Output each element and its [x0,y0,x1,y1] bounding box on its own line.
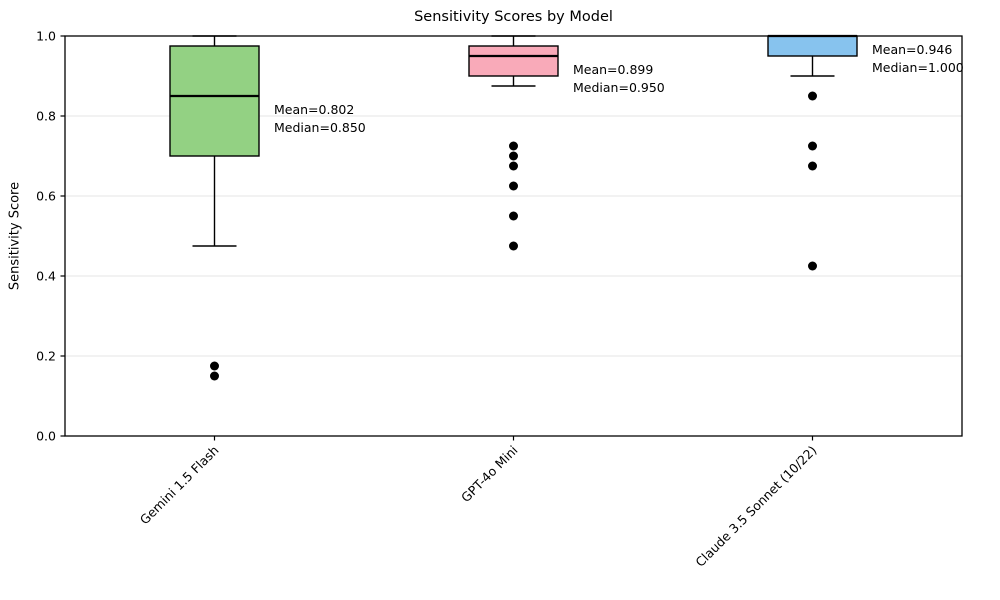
outlier-point [210,371,219,381]
outlier-point [808,141,817,151]
annotation-line: Mean=0.946 [872,42,952,57]
outlier-point [808,261,817,271]
y-tick-label: 1.0 [36,29,56,44]
outlier-point [808,91,817,101]
box-2 [767,35,858,57]
x-tick-label: GPT-4o Mini [458,443,521,506]
outlier-point [509,181,518,191]
annotation-line: Mean=0.802 [274,102,354,117]
outlier-point [210,361,219,371]
outlier-point [509,241,518,251]
y-tick-label: 0.4 [36,269,56,284]
outlier-point [509,211,518,221]
outlier-point [509,151,518,161]
y-tick-label: 0.2 [36,349,56,364]
annotation-line: Mean=0.899 [573,62,653,77]
outlier-point [808,161,817,171]
annotation-line: Median=0.850 [274,120,366,135]
x-tick-label: Gemini 1.5 Flash [137,443,222,528]
box-1 [468,45,559,77]
y-tick-label: 0.0 [36,429,56,444]
x-tick-label: Claude 3.5 Sonnet (10/22) [692,443,819,570]
outlier-point [509,141,518,151]
y-tick-label: 0.8 [36,109,56,124]
annotation-line: Median=0.950 [573,80,665,95]
outlier-point [509,161,518,171]
box-0 [169,45,260,157]
chart-title: Sensitivity Scores by Model [414,9,613,25]
annotation-line: Median=1.000 [872,60,964,75]
y-tick-label: 0.6 [36,189,56,204]
